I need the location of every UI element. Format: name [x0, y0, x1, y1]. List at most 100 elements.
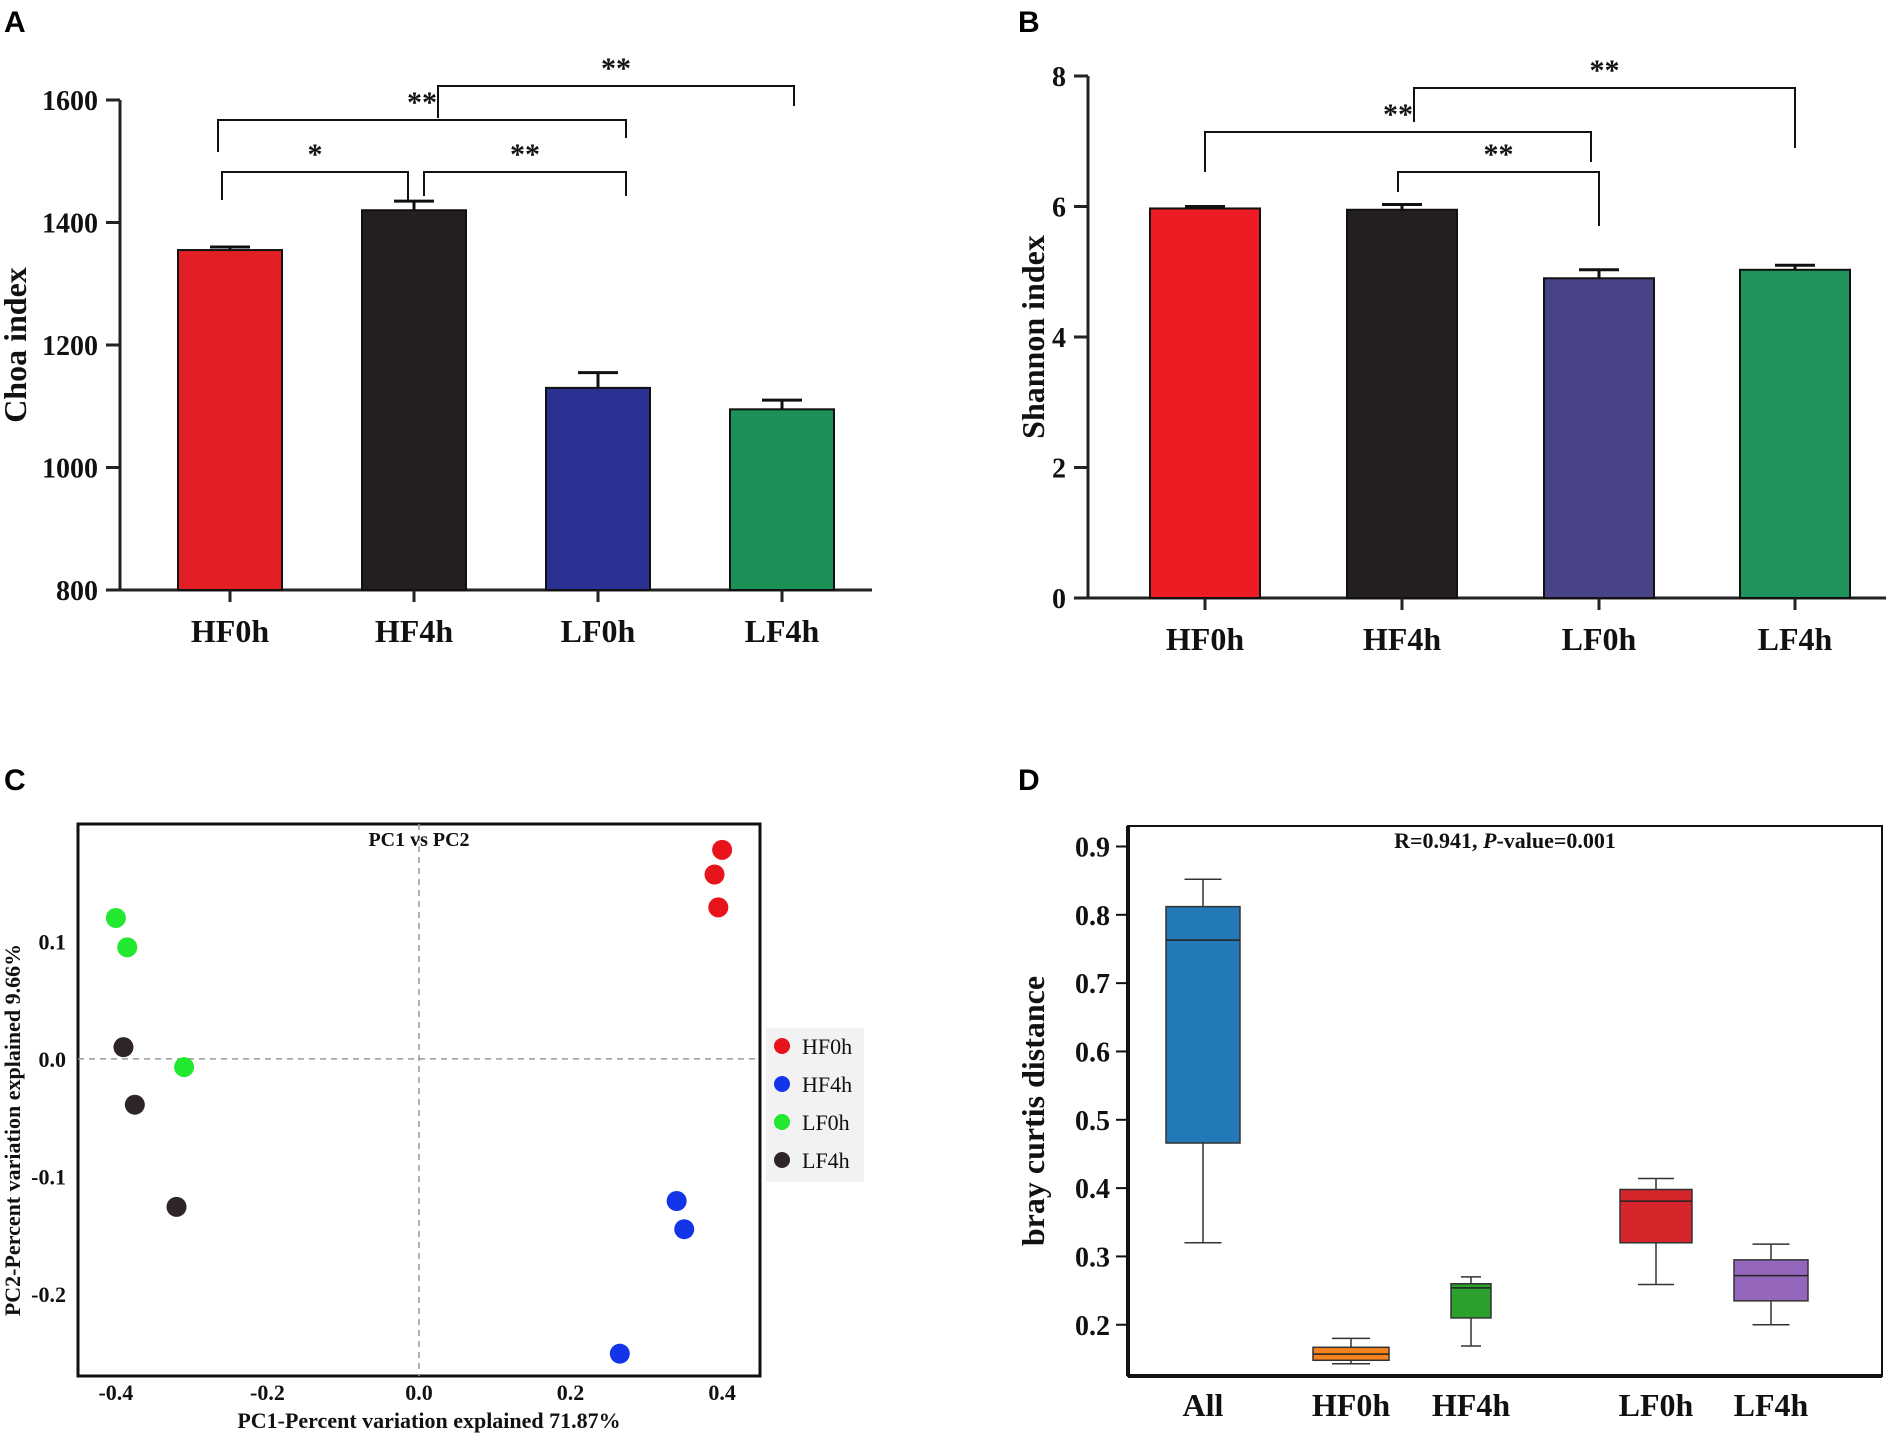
significance-bracket — [1413, 87, 1796, 148]
y-tick-label: 8 — [1052, 62, 1066, 93]
point-lf0h — [105, 907, 126, 928]
panel-letter-b: B — [1018, 6, 1040, 39]
panel-letter-d: D — [1018, 764, 1040, 797]
x-tick-label-lf4h: LF4h — [745, 613, 820, 649]
y-axis-title: PC2-Percent variation explained 9.66% — [0, 944, 25, 1316]
y-tick-label: 0.4 — [1075, 1174, 1110, 1205]
box-all — [1165, 905, 1241, 1144]
panel-b-bar-chart: 0 2 4 6 8 HF0h HF4h LF0h LF4h Shannon index ** ** ** — [1015, 54, 1886, 657]
significance-label: ** — [407, 86, 437, 119]
point-lf4h — [166, 1196, 187, 1217]
x-tick-label-hf0h: HF0h — [1166, 621, 1244, 657]
x-tick-label-lf4h: LF4h — [1758, 621, 1833, 657]
x-tick-label: 0.2 — [557, 1380, 585, 1405]
significance-bracket — [1397, 171, 1600, 226]
significance-bracket — [437, 85, 795, 118]
panel-letter-a: A — [4, 6, 26, 39]
x-tick-label: 0.0 — [405, 1380, 433, 1405]
y-tick-label: 0.2 — [1075, 1311, 1110, 1342]
x-tick-label-lf0h: LF0h — [1619, 1387, 1694, 1423]
legend-label-hf0h: HF0h — [802, 1034, 852, 1059]
point-hf0h — [712, 839, 733, 860]
x-axis-title: PC1-Percent variation explained 71.87% — [237, 1408, 620, 1433]
legend-label-lf0h: LF0h — [802, 1110, 850, 1135]
y-tick-label: 0.9 — [1075, 832, 1110, 863]
bar-lf0h — [545, 386, 651, 591]
significance-label: * — [308, 138, 323, 171]
y-tick-label: 0.5 — [1075, 1106, 1110, 1137]
y-tick-label: 0.0 — [39, 1047, 67, 1072]
bar-hf0h — [177, 249, 283, 591]
y-tick-label: 1000 — [42, 454, 98, 485]
y-tick-label: -0.1 — [31, 1164, 66, 1189]
bar-lf4h — [729, 408, 835, 591]
bar-hf4h — [361, 209, 467, 591]
y-tick-label: -0.2 — [31, 1282, 66, 1307]
y-tick-label: 0 — [1052, 584, 1066, 615]
point-hf4h — [666, 1191, 687, 1212]
panel-letter-c: C — [4, 764, 26, 797]
panel-d-box-plot: 0.2 0.3 0.4 0.5 0.6 0.7 0.8 0.9 bray curtis dist… — [1015, 825, 1883, 1423]
y-tick-label: 0.6 — [1075, 1037, 1110, 1068]
y-tick-label: 1600 — [42, 86, 98, 117]
x-tick-label-lf4h: LF4h — [1734, 1387, 1809, 1423]
significance-bracket — [217, 119, 627, 152]
legend-marker-hf0h — [774, 1038, 790, 1054]
x-tick-label-lf0h: LF0h — [1562, 621, 1637, 657]
x-tick-label-all: All — [1183, 1387, 1224, 1423]
significance-label: ** — [1484, 138, 1514, 171]
point-lf0h — [174, 1057, 195, 1078]
box-lf0h — [1619, 1188, 1693, 1244]
significance-label: ** — [510, 138, 540, 171]
x-tick-label: -0.4 — [98, 1380, 133, 1405]
stats-annotation: R=0.941, P-value=0.001 — [1394, 828, 1616, 853]
x-tick-label-hf4h: HF4h — [1363, 621, 1441, 657]
point-hf4h — [609, 1343, 630, 1364]
y-tick-label: 4 — [1052, 323, 1066, 354]
legend-label-hf4h: HF4h — [802, 1072, 852, 1097]
significance-bracket — [221, 171, 409, 200]
point-hf0h — [704, 864, 725, 885]
x-tick-label: 0.4 — [708, 1380, 736, 1405]
significance-label: ** — [601, 52, 631, 85]
point-lf4h — [124, 1094, 145, 1115]
y-tick-label: 1400 — [42, 209, 98, 240]
y-axis-title: Choa index — [0, 267, 33, 423]
y-axis-title: bray curtis distance — [1015, 976, 1051, 1246]
legend-marker-lf4h — [774, 1152, 790, 1168]
significance-label: ** — [1383, 98, 1413, 131]
y-tick-label: 800 — [56, 576, 98, 607]
significance-label: ** — [1590, 54, 1620, 87]
legend-label-lf4h: LF4h — [802, 1148, 850, 1173]
x-tick-label-hf4h: HF4h — [375, 613, 453, 649]
plot-title: PC1 vs PC2 — [368, 829, 469, 851]
legend-marker-lf0h — [774, 1114, 790, 1130]
panel-c-pca-scatter: -0.4 -0.2 0.0 0.2 0.4 -0.2 -0.1 0.0 0.1 PC1 vs PC… — [0, 822, 864, 1433]
point-lf4h — [113, 1037, 134, 1058]
y-tick-label: 6 — [1052, 193, 1066, 224]
y-tick-label: 2 — [1052, 454, 1066, 485]
box-lf4h — [1733, 1259, 1809, 1302]
x-tick-label-lf0h: LF0h — [561, 613, 636, 649]
bar-hf4h — [1346, 208, 1458, 599]
y-tick-label: 0.3 — [1075, 1242, 1110, 1273]
point-hf0h — [708, 897, 729, 918]
y-axis-title: Shannon index — [1015, 235, 1051, 439]
y-tick-label: 1200 — [42, 331, 98, 362]
panel-a-bar-chart: 800 1000 1200 1400 1600 HF0h HF4h LF0h LF4h Choa … — [0, 52, 872, 649]
x-tick-label-hf4h: HF4h — [1432, 1387, 1510, 1423]
significance-bracket — [423, 171, 627, 196]
x-tick-label-hf0h: HF0h — [1312, 1387, 1390, 1423]
box-hf4h — [1450, 1283, 1492, 1319]
x-tick-label: -0.2 — [250, 1380, 285, 1405]
legend-marker-hf4h — [774, 1076, 790, 1092]
y-tick-label: 0.8 — [1075, 901, 1110, 932]
significance-bracket — [1204, 131, 1592, 172]
bar-lf4h — [1739, 268, 1851, 599]
point-lf0h — [117, 937, 138, 958]
bar-hf0h — [1149, 207, 1261, 600]
y-tick-label: 0.1 — [39, 929, 67, 954]
x-tick-label-hf0h: HF0h — [191, 613, 269, 649]
point-hf4h — [674, 1219, 695, 1240]
